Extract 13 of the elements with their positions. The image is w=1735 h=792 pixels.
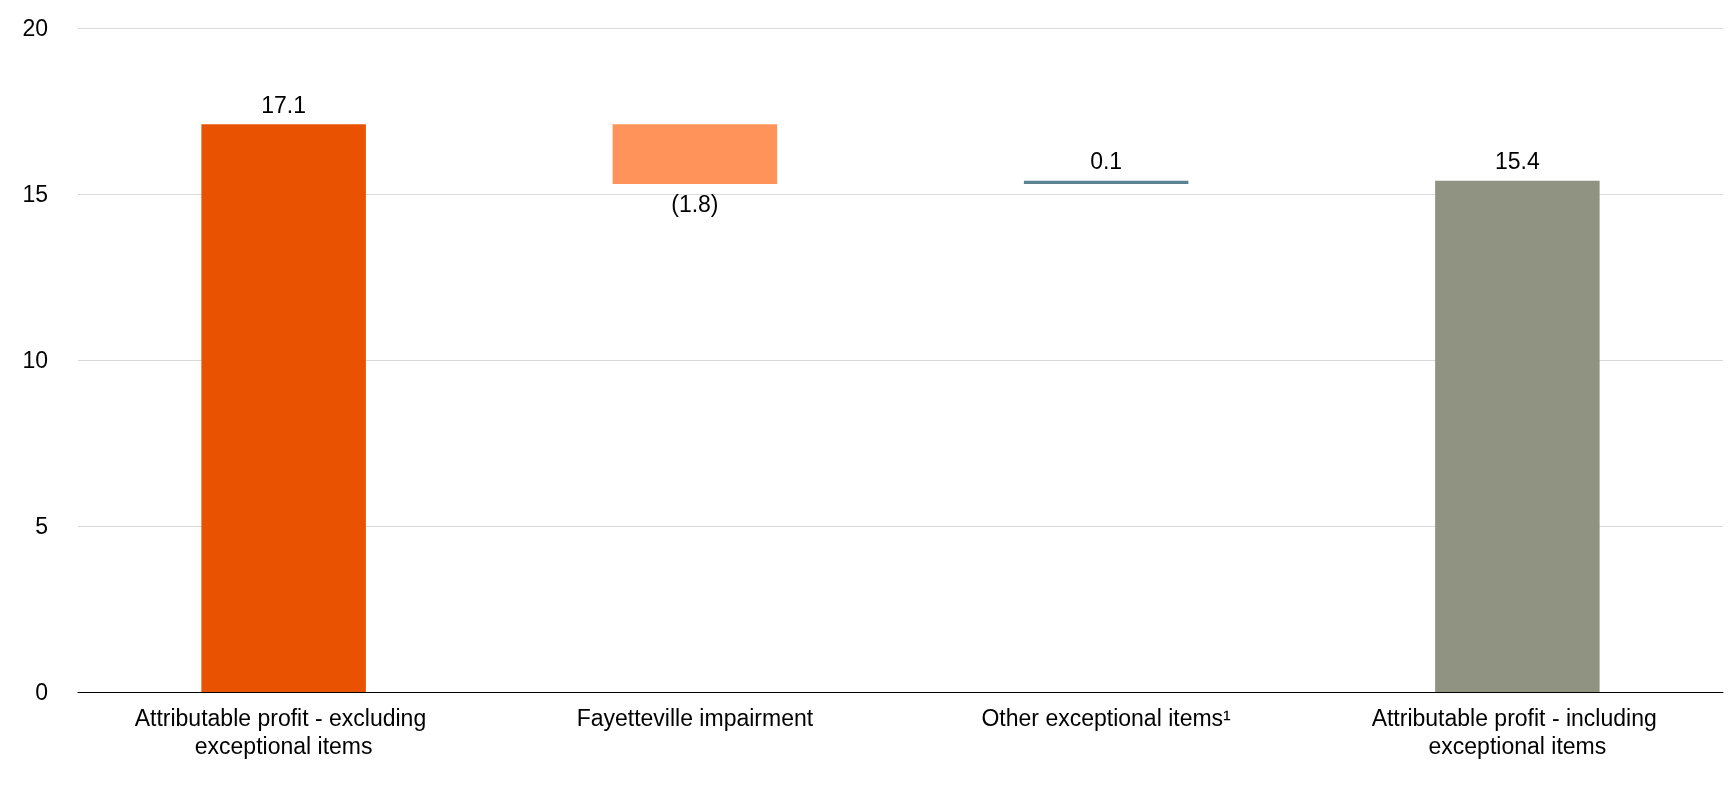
data-label: 17.1: [261, 91, 307, 118]
x-tick-label: Attributable profit - including exceptional items: [1371, 705, 1664, 759]
x-tick-label: Fayetteville impairment: [576, 705, 814, 731]
x-tick-label: Attributable profit - excluding exceptional items: [134, 705, 433, 759]
y-tick-label: 10: [22, 347, 48, 373]
data-label: 0.1: [1090, 148, 1123, 175]
y-tick-label: 15: [22, 181, 48, 207]
y-tick-label: 5: [35, 513, 48, 539]
data-label: (1.8): [671, 190, 719, 217]
y-tick-label: 0: [35, 679, 48, 705]
x-tick-label: Other exceptional items¹: [981, 705, 1232, 731]
y-tick-label: 20: [22, 15, 48, 41]
data-label: 15.4: [1494, 148, 1540, 175]
